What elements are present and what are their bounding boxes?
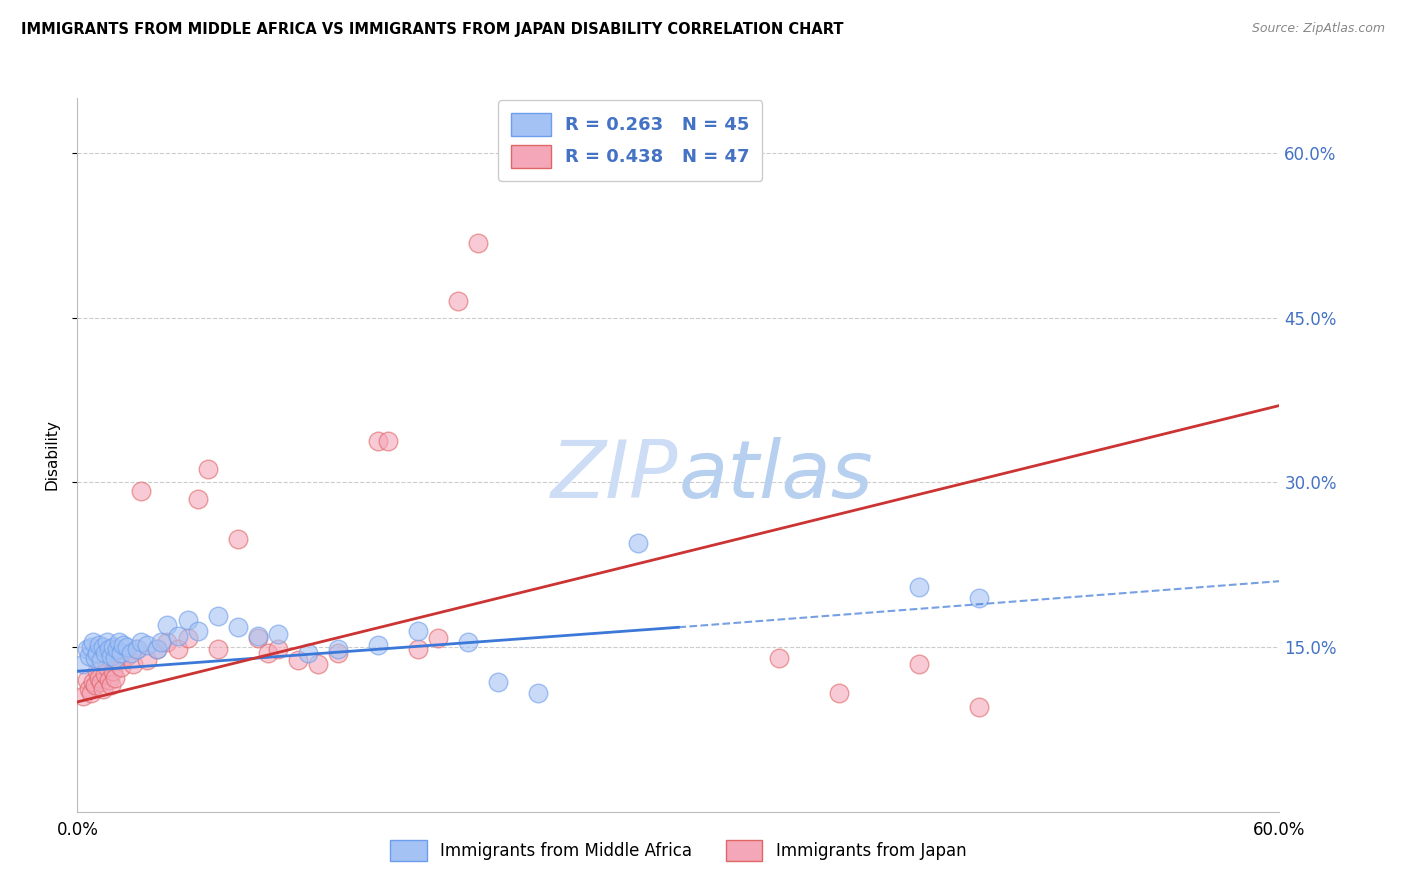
Point [79,681,101,696]
Point [197,462,219,476]
Point [457,634,479,648]
Point [136,638,159,652]
Point [90,675,112,690]
Point [246,632,269,646]
Point [427,632,450,646]
Point [908,657,931,671]
Point [267,642,290,657]
Point [367,638,389,652]
Point [207,609,229,624]
Point [72,690,94,704]
Point [187,491,209,506]
Point [98,642,121,657]
Point [80,686,103,700]
Point [768,651,790,665]
Point [131,634,153,648]
Point [79,648,101,663]
Point [377,434,399,448]
Point [150,634,173,648]
Point [146,642,169,657]
Point [82,675,104,690]
Point [207,642,229,657]
Point [93,640,115,654]
Point [226,620,249,634]
Point [103,640,125,654]
Point [486,675,509,690]
Point [117,648,139,663]
Point [467,235,489,250]
Text: atlas: atlas [679,437,873,516]
Point [72,657,94,671]
Point [112,638,135,652]
Point [326,642,349,657]
Point [176,613,198,627]
Legend: Immigrants from Middle Africa, Immigrants from Japan: Immigrants from Middle Africa, Immigrant… [381,830,976,871]
Point [406,624,429,638]
Text: IMMIGRANTS FROM MIDDLE AFRICA VS IMMIGRANTS FROM JAPAN DISABILITY CORRELATION CH: IMMIGRANTS FROM MIDDLE AFRICA VS IMMIGRA… [21,22,844,37]
Point [107,642,129,657]
Point [127,642,149,657]
Point [76,673,98,687]
Point [117,640,139,654]
Point [267,627,290,641]
Point [967,700,990,714]
Point [80,640,103,654]
Point [122,657,145,671]
Text: Source: ZipAtlas.com: Source: ZipAtlas.com [1251,22,1385,36]
Point [89,638,111,652]
Point [176,632,198,646]
Point [96,634,118,648]
Point [166,629,188,643]
Point [367,434,389,448]
Point [110,660,132,674]
Point [86,646,108,660]
Point [110,646,132,660]
Point [297,646,319,660]
Point [107,653,129,667]
Point [156,618,179,632]
Point [103,664,125,678]
Point [94,646,117,660]
Point [187,624,209,638]
Point [94,667,117,681]
Point [108,634,131,648]
Point [84,651,107,665]
Point [136,653,159,667]
Point [627,535,650,549]
Point [127,642,149,657]
Point [256,646,278,660]
Point [104,651,127,665]
Point [226,533,249,547]
Point [828,686,851,700]
Point [100,648,122,663]
Point [406,642,429,657]
Point [527,686,550,700]
Point [82,634,104,648]
Y-axis label: Disability: Disability [44,419,59,491]
Text: ZIP: ZIP [551,437,679,516]
Point [246,629,269,643]
Point [84,678,107,692]
Point [98,673,121,687]
Point [287,653,309,667]
Point [104,671,127,685]
Point [76,642,98,657]
Point [93,681,115,696]
Point [967,591,990,605]
Point [96,660,118,674]
Point [156,634,179,648]
Point [146,642,169,657]
Point [908,580,931,594]
Point [100,678,122,692]
Point [86,664,108,678]
Point [90,653,112,667]
Point [89,671,111,685]
Point [447,294,470,309]
Point [166,642,188,657]
Point [120,646,142,660]
Point [307,657,329,671]
Point [131,484,153,499]
Point [326,646,349,660]
